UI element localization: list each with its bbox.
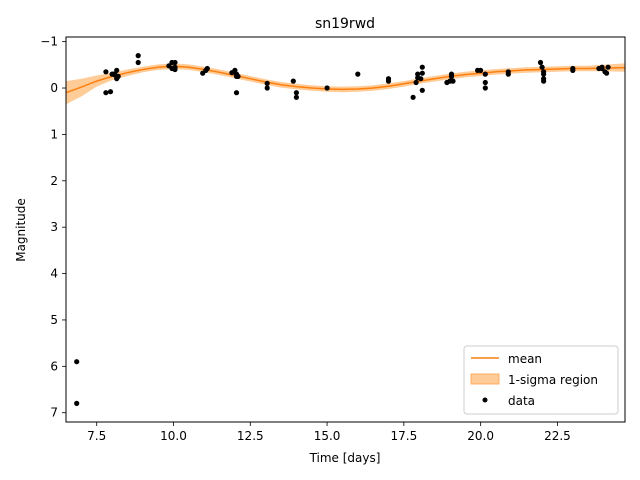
data-point (385, 76, 392, 82)
chart-title: sn19rwd (315, 16, 375, 32)
data-point (448, 71, 455, 77)
data-point (505, 69, 511, 75)
data-point (599, 64, 605, 70)
data-point (413, 79, 419, 86)
data-point (74, 359, 80, 365)
data-point (135, 59, 141, 66)
y-tick-label: 0 (50, 81, 58, 95)
y-tick-label: 5 (50, 313, 58, 327)
data-point (172, 59, 178, 66)
data-point (419, 87, 425, 93)
legend-band-swatch (470, 373, 500, 385)
x-tick-label: 17.5 (390, 429, 417, 443)
plot-frame (65, 36, 626, 423)
y-tick-label: 1 (50, 127, 58, 141)
x-tick-label: 10.0 (160, 429, 187, 443)
data-point (114, 67, 120, 73)
data-point (264, 85, 270, 91)
data-point (541, 69, 547, 75)
data-point (415, 71, 421, 77)
data-point (324, 85, 330, 91)
line-layer (65, 65, 626, 94)
data-point (604, 70, 610, 76)
data-point (293, 94, 299, 100)
data-point (482, 79, 488, 86)
data-point (450, 78, 456, 84)
data-point (135, 53, 141, 59)
y-tick-label: 4 (50, 267, 58, 281)
data-point (107, 89, 114, 95)
data-point (541, 78, 547, 84)
data-point (290, 78, 296, 84)
data-point (478, 67, 484, 73)
y-tick-label: 2 (50, 174, 58, 188)
data-point (605, 64, 611, 70)
points-layer (74, 53, 611, 406)
data-point (355, 71, 361, 77)
y-tick-label: 7 (50, 406, 58, 420)
legend-data-label: data (508, 394, 535, 408)
data-point (103, 90, 109, 96)
x-tick-label: 20.0 (467, 429, 494, 443)
legend: mean 1-sigma region data (463, 345, 619, 415)
data-point (410, 94, 416, 100)
legend-data-swatch (482, 397, 488, 403)
legend-mean-label: mean (508, 352, 542, 366)
y-tick-label: 6 (50, 359, 58, 373)
data-point (233, 90, 240, 96)
x-axis-ticks: 7.5 10.0 12.5 15.0 17.5 20.0 22.5 (87, 422, 571, 443)
data-point (482, 85, 488, 91)
x-tick-label: 15.0 (314, 429, 341, 443)
data-point (418, 76, 424, 82)
x-axis-label: Time [days] (309, 451, 381, 465)
y-tick-label: 3 (50, 220, 58, 234)
data-point (570, 65, 576, 72)
data-point (264, 80, 270, 86)
legend-band-label: 1-sigma region (508, 373, 598, 387)
data-point (419, 70, 425, 76)
mean-line (65, 65, 626, 94)
data-point (537, 59, 544, 66)
legend-box (463, 345, 619, 415)
x-tick-label: 12.5 (237, 429, 264, 443)
x-tick-label: 22.5 (544, 429, 571, 443)
data-point (74, 400, 80, 406)
data-point (419, 64, 425, 70)
data-point (172, 64, 178, 70)
data-point (103, 69, 109, 75)
y-tick-label: −1 (40, 35, 58, 49)
y-axis-ticks: −1 0 1 2 3 4 5 6 7 (40, 35, 66, 420)
data-point (235, 73, 241, 79)
data-point (204, 65, 210, 72)
x-tick-label: 7.5 (87, 429, 106, 443)
y-axis-label: Magnitude (14, 198, 28, 262)
data-point (115, 73, 121, 79)
data-point (539, 64, 545, 70)
data-point (293, 90, 299, 96)
data-point (482, 71, 488, 77)
